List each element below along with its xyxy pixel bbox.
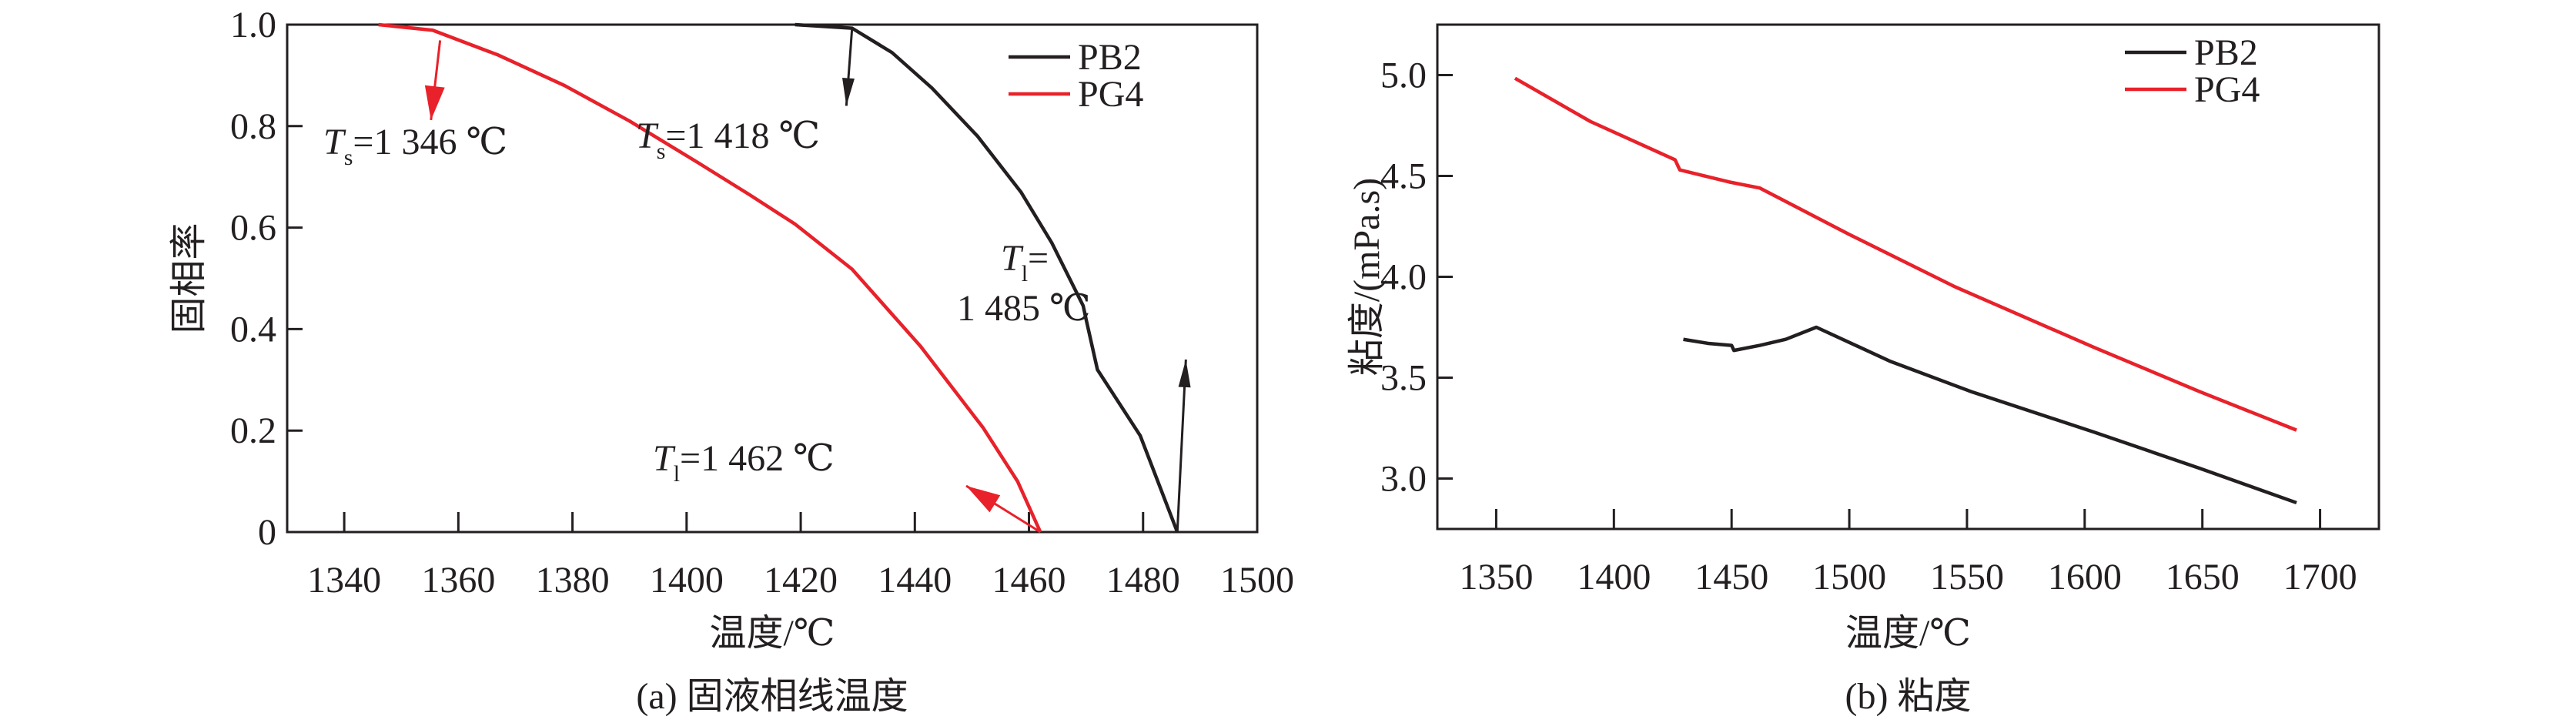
x-axis-title: 温度/℃ xyxy=(709,613,835,654)
annotation-symbol: T xyxy=(323,122,346,162)
x-tick-label: 1380 xyxy=(536,560,610,601)
x-tick-label: 1650 xyxy=(2166,557,2240,597)
x-tick-label: 1500 xyxy=(1812,557,1886,597)
annotation-value-line2: 1 485 ℃ xyxy=(957,288,1091,329)
series-line-pg4 xyxy=(1514,76,2297,432)
plot-frame xyxy=(286,23,1259,534)
y-tick-label: 4.0 xyxy=(1380,257,1427,298)
annotation-label: Tl=1 462 ℃ xyxy=(653,438,835,487)
legend-label-pb2: PB2 xyxy=(1078,37,1142,78)
annotation-subscript: s xyxy=(657,139,666,164)
annotation-symbol: T xyxy=(636,115,659,156)
x-tick-label: 1460 xyxy=(992,560,1066,601)
x-tick-label: 1600 xyxy=(2048,557,2122,597)
x-tick-label: 1360 xyxy=(421,560,495,601)
annotation-subscript: s xyxy=(344,145,353,170)
annotation-value: = xyxy=(1028,238,1049,279)
y-tick-label: 3.5 xyxy=(1380,358,1427,399)
x-tick-label: 1400 xyxy=(1577,557,1651,597)
annotation-subscript: l xyxy=(674,461,680,487)
series-line-pb2 xyxy=(795,22,1179,533)
annotation-value: =1 462 ℃ xyxy=(680,438,835,479)
series-line-pg4 xyxy=(378,22,1042,533)
x-tick-label: 1480 xyxy=(1106,560,1180,601)
x-tick-label: 1350 xyxy=(1459,557,1533,597)
legend-label-pg4: PG4 xyxy=(1078,74,1143,115)
chart-b-viscosity: 1350 1400 1450 1500 1550 1600 1650 1700 3.0 3.5 4.… xyxy=(1347,23,2380,717)
y-tick-label: 0 xyxy=(258,512,276,553)
annotation-arrow-head-icon xyxy=(424,85,445,120)
x-tick-label: 1340 xyxy=(307,560,381,601)
x-tick-label: 1700 xyxy=(2283,557,2357,597)
annotation-arrow-shaft xyxy=(1176,359,1187,533)
legend-label-pb2: PB2 xyxy=(2194,32,2258,73)
x-tick-label: 1550 xyxy=(1930,557,2004,597)
annotation-value: =1 418 ℃ xyxy=(665,115,820,156)
annotation-label: Ts=1 346 ℃ xyxy=(323,122,507,170)
x-tick-label: 1420 xyxy=(764,560,838,601)
annotation-arrow-head-icon xyxy=(842,77,855,106)
x-tick-label: 1500 xyxy=(1220,560,1294,601)
x-axis-title: 温度/℃ xyxy=(1845,613,1971,654)
x-tick-label: 1400 xyxy=(650,560,724,601)
annotation-arrow-head-icon xyxy=(1178,359,1191,388)
annotation-label: Tl= xyxy=(1001,238,1049,286)
chart-caption: (a) 固液相线温度 xyxy=(636,676,908,717)
annotation-arrow-head-icon xyxy=(966,486,1001,513)
y-tick-label: 0.6 xyxy=(230,208,276,249)
y-tick-label: 0.2 xyxy=(230,410,276,451)
y-tick-label: 5.0 xyxy=(1380,55,1427,96)
annotation-symbol: T xyxy=(1001,238,1024,279)
y-tick-label: 0.4 xyxy=(230,309,276,350)
annotation-label: Ts=1 418 ℃ xyxy=(636,115,820,164)
y-tick-label: 1.0 xyxy=(230,5,276,45)
annotation-subscript: l xyxy=(1022,261,1028,286)
series-line-pb2 xyxy=(1683,325,2297,505)
chart-a-solid-fraction: 1340 1360 1380 1400 1420 1440 1460 1480 1500 0 0.2… xyxy=(169,5,1294,717)
y-axis-title: 粘度/(mPa.s) xyxy=(1347,178,1387,376)
annotation-value: =1 346 ℃ xyxy=(353,122,507,162)
x-tick-label: 1450 xyxy=(1694,557,1768,597)
x-tick-label: 1440 xyxy=(878,560,952,601)
y-tick-label: 4.5 xyxy=(1380,156,1427,197)
y-tick-label: 3.0 xyxy=(1380,459,1427,500)
chart-caption: (b) 粘度 xyxy=(1845,676,1972,717)
y-axis-title: 固相率 xyxy=(169,223,209,333)
y-tick-label: 0.8 xyxy=(230,106,276,147)
legend-label-pg4: PG4 xyxy=(2194,69,2260,110)
annotation-symbol: T xyxy=(653,438,676,479)
